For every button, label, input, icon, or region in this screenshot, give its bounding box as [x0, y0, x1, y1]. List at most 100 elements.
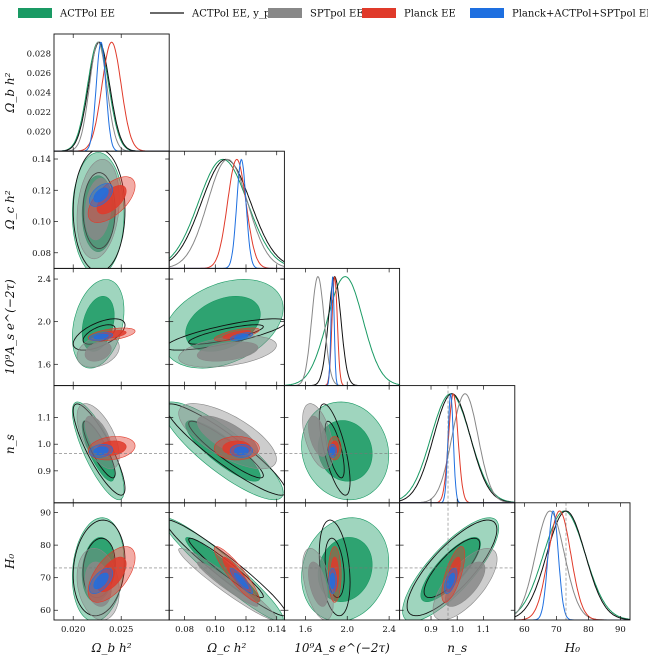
- legend-label: ACTPol EE: [59, 9, 115, 20]
- y-tick-label: 1.0: [37, 440, 51, 450]
- contour-region: [308, 415, 328, 457]
- panel-0-0: [53, 33, 170, 152]
- panel-content: [169, 401, 285, 501]
- y-tick-label: 70: [40, 574, 51, 584]
- x-tick-label: 1.1: [477, 625, 491, 635]
- y-tick-label: 0.024: [27, 89, 51, 99]
- legend-item: Planck+ACTPol+SPTpol EE: [470, 8, 648, 20]
- y-tick-label: 0.12: [32, 186, 51, 196]
- panel-content: [514, 502, 630, 620]
- contour-region: [234, 333, 249, 340]
- contour-region: [446, 572, 455, 590]
- marginal-curve: [514, 510, 630, 620]
- panel-content: [169, 518, 285, 620]
- x-tick-label: 1.0: [450, 625, 464, 635]
- marginal-curve: [284, 275, 400, 386]
- panel-4-2: [283, 502, 401, 621]
- panel-content: [54, 41, 170, 152]
- panel-2-0: [53, 267, 170, 387]
- x-tick-label: 80: [583, 625, 594, 635]
- contour-region: [444, 561, 486, 607]
- panel-3-0: [53, 385, 170, 504]
- marginal-curve: [169, 158, 285, 269]
- legend-label: Planck+ACTPol+SPTpol EE: [512, 9, 648, 20]
- legend-label: SPTpol EE: [310, 9, 364, 20]
- y-tick-label: 0.08: [32, 249, 51, 259]
- x-tick-label: 70: [551, 625, 562, 635]
- x-tick-label: 60: [519, 625, 530, 635]
- contour-region: [196, 341, 259, 362]
- marginal-curve: [284, 276, 400, 386]
- contour-region: [234, 446, 249, 456]
- panel-4-1: [168, 502, 285, 621]
- marginal-curve: [169, 158, 285, 265]
- contour-region: [93, 572, 109, 590]
- contour-line: [169, 403, 285, 496]
- legend-swatch: [362, 8, 396, 18]
- panel-frame: [514, 502, 631, 621]
- contour-region: [308, 561, 328, 607]
- y-axis-label: Ω_b h²: [3, 72, 17, 113]
- legend-item: ACTPol EE: [18, 8, 115, 20]
- contour-line: [318, 403, 351, 496]
- panel-content: [71, 151, 136, 269]
- marginal-curve: [169, 158, 285, 269]
- panel-3-1: [168, 385, 285, 504]
- panel-4-0: [53, 502, 170, 621]
- x-tick-label: 2.0: [340, 625, 354, 635]
- marginal-curve: [169, 158, 285, 268]
- marginal-curve: [54, 41, 170, 152]
- y-axis-label: Ω_c h²: [3, 190, 17, 230]
- y-tick-label: 0.022: [27, 108, 51, 118]
- y-tick-label: 90: [40, 509, 51, 519]
- contour-line: [82, 172, 116, 250]
- x-tick-label: 0.10: [206, 625, 225, 635]
- x-tick-label: 2.4: [382, 625, 396, 635]
- panel-3-3: [399, 385, 516, 504]
- panel-content: [284, 275, 400, 386]
- legend-label: ACTPol EE, y_p = 1: [191, 9, 291, 20]
- contour-line: [72, 519, 126, 617]
- legend-label: Planck EE: [404, 9, 456, 20]
- y-tick-label: 1.1: [37, 414, 51, 424]
- contour-region: [96, 185, 127, 215]
- panel-content: [169, 279, 285, 369]
- panel-1-1: [168, 150, 285, 269]
- y-axis-label: 10⁹A_s e^(−2τ): [3, 279, 17, 375]
- contour-region: [84, 341, 112, 362]
- marginal-curve: [54, 41, 170, 152]
- marginal-curve: [399, 393, 515, 503]
- panel-content: [284, 517, 400, 620]
- x-tick-label: 0.020: [61, 625, 85, 635]
- x-tick-label: 0.9: [424, 625, 438, 635]
- y-tick-label: 80: [40, 541, 51, 551]
- contour-line: [72, 318, 126, 351]
- marginal-curve: [54, 41, 170, 152]
- panel-2-2: [283, 267, 401, 387]
- panel-content: [399, 385, 515, 503]
- x-axis-label: n_s: [447, 641, 467, 655]
- contour-region: [93, 187, 109, 203]
- contour-region: [93, 333, 109, 340]
- y-tick-label: 0.026: [27, 69, 51, 79]
- y-tick-label: 0.14: [32, 155, 51, 165]
- legend-item: SPTpol EE: [268, 8, 364, 20]
- legend: ACTPol EE ACTPol EE, y_p = 1 SPTpol EE Plan…: [18, 8, 648, 20]
- contour-line: [72, 151, 126, 269]
- x-tick-label: 90: [615, 625, 626, 635]
- x-tick-label: 0.08: [175, 625, 194, 635]
- y-axis-label: H₀: [3, 554, 17, 570]
- panel-content: [399, 502, 515, 620]
- legend-item: Planck EE: [362, 8, 456, 20]
- contour-region: [93, 446, 109, 456]
- x-axis-label: 10⁹A_s e^(−2τ): [294, 641, 390, 655]
- panel-4-4: [514, 502, 631, 621]
- y-tick-label: 2.4: [37, 275, 51, 285]
- marginal-curve: [514, 510, 630, 620]
- legend-swatch: [268, 8, 302, 18]
- legend-swatch: [470, 8, 504, 18]
- contour-region: [234, 572, 249, 590]
- x-tick-label: 0.025: [109, 625, 133, 635]
- panel-content: [169, 158, 285, 269]
